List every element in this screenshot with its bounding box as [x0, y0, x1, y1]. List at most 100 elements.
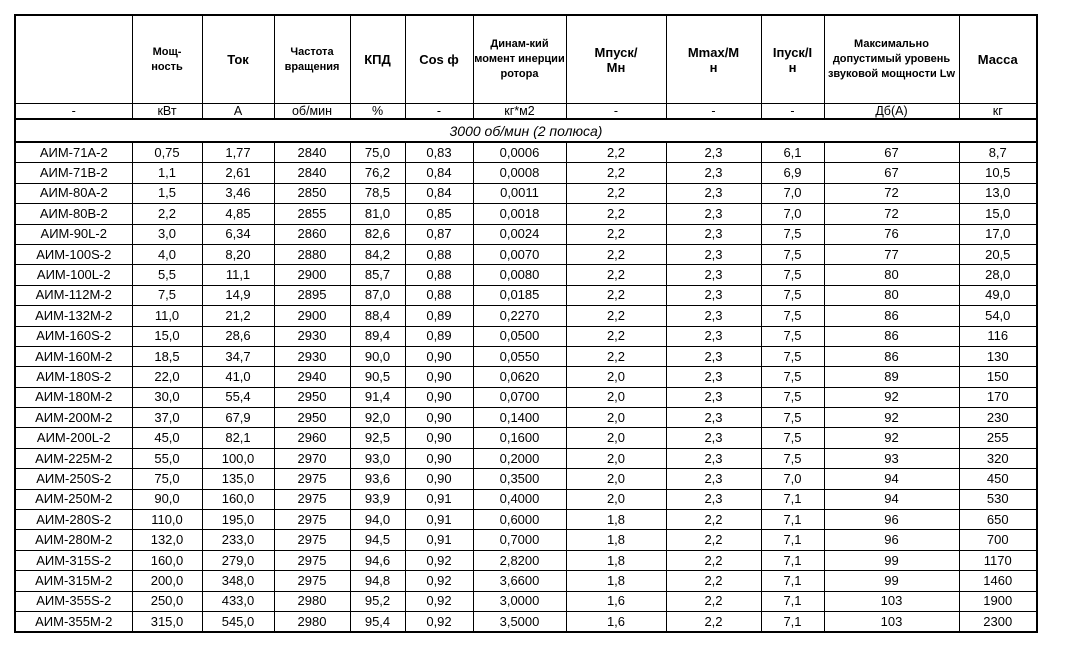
value-cell: 2980	[273, 590, 351, 612]
table-row: АИМ-80А-2 1,5 3,46 2850 78,5 0,84 0,0011 2,2 2,3…	[14, 182, 1038, 205]
value-cell: 0,90	[404, 447, 474, 470]
model-cell: АИМ-90L-2	[14, 223, 133, 245]
value-cell: 92	[823, 407, 960, 429]
unit-cell: А	[201, 103, 275, 120]
value-cell: 2,3	[665, 488, 762, 511]
section-row: 3000 об/мин (2 полюса)	[14, 118, 1038, 143]
value-cell: 2,0	[565, 468, 667, 490]
table-row: АИМ-200L-2 45,0 82,1 2960 92,5 0,90 0,1600 2,0 2…	[14, 427, 1038, 449]
value-cell: 2,3	[665, 264, 762, 286]
value-cell: 55,4	[201, 386, 275, 409]
value-cell: 0,2270	[472, 305, 567, 327]
value-cell: 2850	[273, 182, 351, 205]
value-cell: 2840	[273, 162, 351, 184]
value-cell: 3,46	[201, 182, 275, 205]
value-cell: 116	[958, 325, 1038, 347]
table-row: АИМ-112М-2 7,5 14,9 2895 87,0 0,88 0,0185 2,2 2,…	[14, 284, 1038, 307]
value-cell: 2,3	[665, 162, 762, 184]
value-cell: 1900	[958, 590, 1038, 612]
value-cell: 0,92	[404, 549, 474, 572]
value-cell: 2,0	[565, 386, 667, 409]
model-cell: АИМ-250S-2	[14, 468, 133, 490]
value-cell: 14,9	[201, 284, 275, 307]
unit-cell: -	[665, 103, 762, 120]
value-cell: 2,2	[665, 509, 762, 531]
table-row: АИМ-160М-2 18,5 34,7 2930 90,0 0,90 0,0550 2,2 2…	[14, 345, 1038, 368]
value-cell: 320	[958, 447, 1038, 470]
value-cell: 20,5	[958, 243, 1038, 266]
value-cell: 2,2	[665, 570, 762, 592]
column-header: Мпуск/ Мн	[565, 14, 667, 104]
value-cell: 1,8	[565, 509, 667, 531]
value-cell: 2,2	[565, 162, 667, 184]
value-cell: 2975	[273, 549, 351, 572]
value-cell: 11,0	[131, 305, 203, 327]
value-cell: 92	[823, 427, 960, 449]
unit-cell: -	[404, 103, 474, 120]
value-cell: 34,7	[201, 345, 275, 368]
value-cell: 2,2	[565, 284, 667, 307]
value-cell: 67,9	[201, 407, 275, 429]
value-cell: 7,5	[131, 284, 203, 307]
value-cell: 0,2000	[472, 447, 567, 470]
value-cell: 4,85	[201, 203, 275, 225]
table-row: АИМ-180М-2 30,0 55,4 2950 91,4 0,90 0,0700 2,0 2…	[14, 386, 1038, 409]
value-cell: 150	[958, 366, 1038, 388]
value-cell: 10,5	[958, 162, 1038, 184]
value-cell: 2,3	[665, 345, 762, 368]
value-cell: 0,0008	[472, 162, 567, 184]
value-cell: 7,5	[760, 223, 825, 245]
unit-cell: об/мин	[273, 103, 351, 120]
value-cell: 84,2	[349, 243, 406, 266]
value-cell: 2,3	[665, 182, 762, 205]
model-cell: АИМ-200М-2	[14, 407, 133, 429]
value-cell: 0,92	[404, 610, 474, 633]
value-cell: 86	[823, 305, 960, 327]
table-row: АИМ-315М-2 200,0 348,0 2975 94,8 0,92 3,6600 1,…	[14, 570, 1038, 592]
model-cell: АИМ-315М-2	[14, 570, 133, 592]
value-cell: 92	[823, 386, 960, 409]
model-cell: АИМ-280М-2	[14, 529, 133, 551]
model-cell: АИМ-80А-2	[14, 182, 133, 205]
unit-cell: %	[349, 103, 406, 120]
value-cell: 0,91	[404, 488, 474, 511]
value-cell: 90,0	[131, 488, 203, 511]
table-row: АИМ-160S-2 15,0 28,6 2930 89,4 0,89 0,0500 2,2 2…	[14, 325, 1038, 347]
value-cell: 0,4000	[472, 488, 567, 511]
value-cell: 0,0080	[472, 264, 567, 286]
value-cell: 7,1	[760, 549, 825, 572]
model-cell: АИМ-180М-2	[14, 386, 133, 409]
model-cell: АИМ-180S-2	[14, 366, 133, 388]
value-cell: 2,3	[665, 447, 762, 470]
value-cell: 2,2	[665, 590, 762, 612]
value-cell: 94,6	[349, 549, 406, 572]
value-cell: 2930	[273, 325, 351, 347]
value-cell: 93	[823, 447, 960, 470]
value-cell: 8,7	[958, 141, 1038, 164]
table-row: АИМ-90L-2 3,0 6,34 2860 82,6 0,87 0,0024 2,2 2,3…	[14, 223, 1038, 245]
value-cell: 2,0	[565, 488, 667, 511]
value-cell: 6,1	[760, 141, 825, 164]
value-cell: 2940	[273, 366, 351, 388]
value-cell: 279,0	[201, 549, 275, 572]
value-cell: 2,3	[665, 468, 762, 490]
value-cell: 7,5	[760, 243, 825, 266]
model-cell: АИМ-200L-2	[14, 427, 133, 449]
value-cell: 76	[823, 223, 960, 245]
value-cell: 93,6	[349, 468, 406, 490]
value-cell: 2,2	[131, 203, 203, 225]
model-cell: АИМ-71В-2	[14, 162, 133, 184]
value-cell: 700	[958, 529, 1038, 551]
value-cell: 1,8	[565, 570, 667, 592]
value-cell: 1,5	[131, 182, 203, 205]
value-cell: 95,4	[349, 610, 406, 633]
model-cell: АИМ-80В-2	[14, 203, 133, 225]
value-cell: 1,8	[565, 529, 667, 551]
value-cell: 650	[958, 509, 1038, 531]
value-cell: 2975	[273, 529, 351, 551]
table-row: АИМ-71В-2 1,1 2,61 2840 76,2 0,84 0,0008 2,2 2,3…	[14, 162, 1038, 184]
value-cell: 135,0	[201, 468, 275, 490]
value-cell: 0,0006	[472, 141, 567, 164]
value-cell: 22,0	[131, 366, 203, 388]
value-cell: 7,1	[760, 610, 825, 633]
